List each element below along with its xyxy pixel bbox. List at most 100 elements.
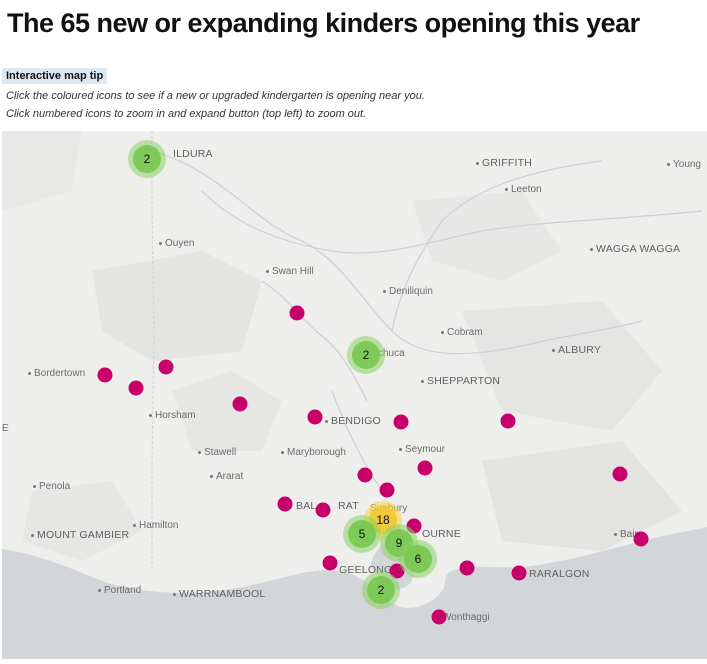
city-label-albury: ALBURY — [552, 344, 601, 356]
city-label-melbourne: OURNE — [422, 528, 461, 540]
kinder-marker[interactable] — [128, 380, 144, 396]
kinder-marker[interactable] — [357, 467, 373, 483]
kinder-marker[interactable] — [633, 531, 649, 547]
cluster-count: 2 — [367, 576, 395, 604]
city-label-mildura: ILDURA — [173, 148, 213, 160]
kinder-marker[interactable] — [459, 560, 475, 576]
city-label-swan-hill: Swan Hill — [266, 266, 314, 277]
city-dot — [505, 187, 508, 191]
city-label-wagga-wagga-text: WAGGA WAGGA — [596, 243, 681, 255]
city-label-hamilton-text: Hamilton — [139, 520, 179, 531]
map-tip-line-1: Click the coloured icons to see if a new… — [6, 90, 425, 102]
city-label-young: Young — [667, 159, 701, 170]
state-border — [151, 131, 155, 571]
city-label-stawell: Stawell — [198, 447, 236, 458]
city-label-maryborough-text: Maryborough — [287, 447, 346, 458]
city-label-bairnsdale-text: Bair — [620, 529, 638, 540]
city-label-mount-gambier-text: MOUNT GAMBIER — [37, 529, 130, 541]
city-label-albury-text: ALBURY — [558, 344, 602, 356]
kinder-marker[interactable] — [393, 414, 409, 430]
city-label-ballarat-a: BAL — [296, 500, 317, 512]
kinder-marker[interactable] — [379, 482, 395, 498]
kinder-cluster[interactable]: 6 — [399, 540, 437, 578]
kinder-marker[interactable] — [289, 305, 305, 321]
kinder-marker[interactable] — [97, 367, 113, 383]
city-label-mount-gambier: MOUNT GAMBIER — [31, 529, 129, 541]
city-label-swan-hill-text: Swan Hill — [272, 266, 314, 277]
city-label-horsham-text: Horsham — [155, 410, 196, 421]
city-label-deniliquin: Deniliquin — [383, 286, 433, 297]
city-label-young-text: Young — [673, 159, 701, 170]
city-label-warrnambool-text: WARRNAMBOOL — [179, 588, 266, 600]
cluster-count: 6 — [404, 545, 432, 573]
city-label-ararat: Ararat — [210, 471, 243, 482]
kinder-cluster[interactable]: 5 — [343, 515, 381, 553]
kinder-marker[interactable] — [500, 413, 516, 429]
city-dot — [667, 162, 670, 166]
map-tip-line-2: Click numbered icons to zoom in and expa… — [6, 108, 367, 120]
city-dot — [590, 247, 593, 251]
city-dot — [31, 533, 34, 537]
city-dot — [28, 371, 31, 375]
city-label-bordertown-text: Bordertown — [34, 368, 86, 379]
city-label-leeton: Leeton — [505, 184, 542, 195]
city-label-portland-text: Portland — [104, 585, 142, 596]
city-dot — [281, 450, 284, 454]
kinder-marker[interactable] — [612, 466, 628, 482]
city-label-cobram: Cobram — [441, 327, 483, 338]
cluster-count: 2 — [133, 145, 161, 173]
city-dot — [149, 413, 152, 417]
city-label-deniliquin-text: Deniliquin — [389, 286, 433, 297]
map-basemap — [2, 131, 707, 659]
city-label-griffith-text: GRIFFITH — [482, 157, 533, 169]
city-dot — [476, 161, 479, 165]
city-label-wagga-wagga: WAGGA WAGGA — [590, 243, 680, 255]
city-label-leeton-text: Leeton — [511, 184, 542, 195]
city-dot — [98, 588, 101, 592]
city-dot — [159, 241, 162, 245]
city-label-ararat-text: Ararat — [216, 471, 244, 482]
cluster-count: 2 — [352, 341, 380, 369]
city-label-ballarat-b: RAT — [338, 500, 359, 512]
city-label-wonthaggi: Wonthaggi — [442, 612, 490, 623]
city-label-bendigo-text: BENDIGO — [331, 415, 381, 427]
city-label-ouyen-text: Ouyen — [165, 238, 195, 249]
kinder-marker[interactable] — [277, 496, 293, 512]
city-label-hamilton: Hamilton — [133, 520, 178, 531]
city-dot — [614, 532, 617, 536]
kinder-marker[interactable] — [431, 609, 447, 625]
kinder-cluster[interactable]: 2 — [347, 336, 385, 374]
kinder-cluster[interactable]: 2 — [128, 140, 166, 178]
kinder-marker[interactable] — [322, 555, 338, 571]
city-label-ouyen: Ouyen — [159, 238, 194, 249]
city-label-warrnambool: WARRNAMBOOL — [173, 588, 265, 600]
city-dot — [210, 474, 213, 478]
city-label-cobram-text: Cobram — [447, 327, 483, 338]
map-canvas[interactable]: ILDURA GRIFFITH Young Leeton Ouyen WAGGA… — [2, 131, 707, 659]
city-dot — [198, 450, 201, 454]
city-dot — [266, 269, 269, 273]
city-label-shepparton: SHEPPARTON — [421, 375, 500, 387]
cluster-count: 5 — [348, 520, 376, 548]
kinder-marker[interactable] — [232, 396, 248, 412]
city-label-horsham: Horsham — [149, 410, 196, 421]
kinder-cluster[interactable]: 2 — [362, 571, 400, 609]
kinder-marker[interactable] — [307, 409, 323, 425]
rivers — [151, 150, 703, 492]
ocean — [2, 527, 707, 659]
city-label-traralgon: RARALGON — [529, 568, 590, 580]
city-dot — [421, 379, 424, 383]
city-label-portland: Portland — [98, 585, 141, 596]
city-dot — [552, 348, 555, 352]
kinder-marker[interactable] — [511, 565, 527, 581]
terrain-shading — [2, 131, 682, 561]
kinder-marker[interactable] — [417, 460, 433, 476]
city-dot — [173, 592, 176, 596]
city-dot — [33, 484, 36, 488]
city-dot — [383, 289, 386, 293]
city-label-seymour: Seymour — [399, 444, 445, 455]
kinder-marker[interactable] — [315, 502, 331, 518]
page-title: The 65 new or expanding kinders opening … — [7, 8, 640, 38]
city-label-echuca: chuca — [378, 348, 405, 359]
kinder-marker[interactable] — [158, 359, 174, 375]
